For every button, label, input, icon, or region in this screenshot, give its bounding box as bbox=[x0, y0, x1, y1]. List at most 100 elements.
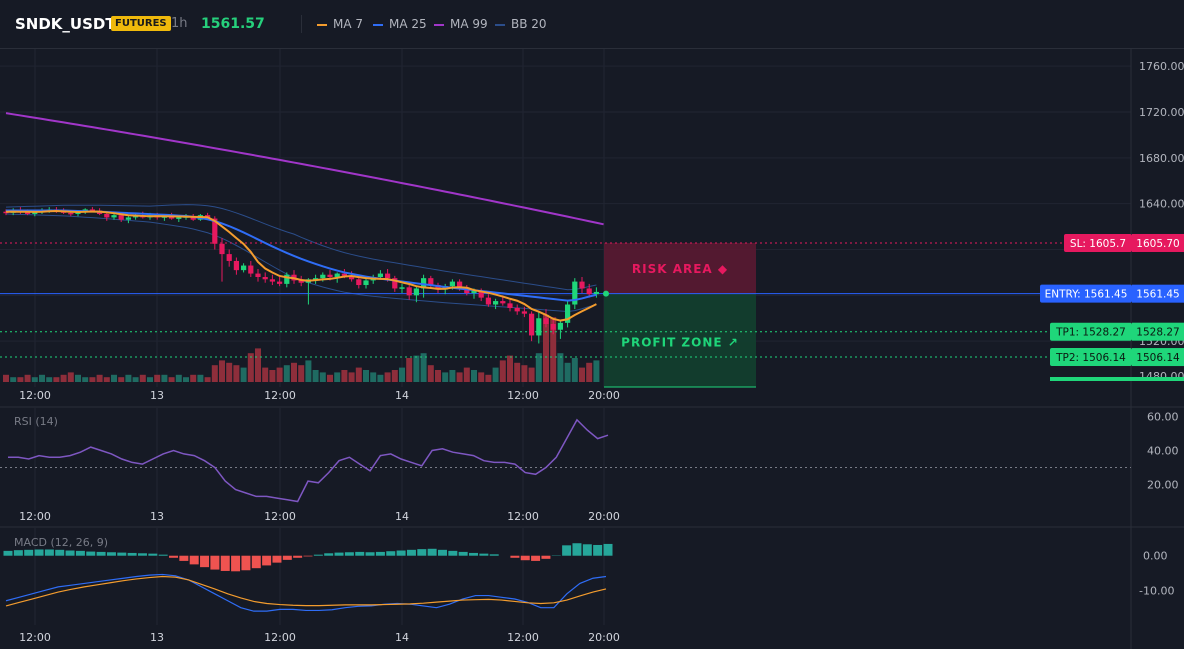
candle-body[interactable] bbox=[341, 273, 347, 276]
candle-body[interactable] bbox=[565, 304, 571, 323]
candle-body[interactable] bbox=[572, 281, 578, 305]
candle-body[interactable] bbox=[298, 280, 304, 283]
candle-body[interactable] bbox=[269, 279, 275, 282]
candle-body[interactable] bbox=[248, 265, 254, 274]
candle-body[interactable] bbox=[104, 213, 110, 218]
candle-body[interactable] bbox=[493, 301, 499, 305]
macd-title: MACD (12, 26, 9) bbox=[14, 536, 108, 549]
candle-body[interactable] bbox=[3, 211, 9, 214]
candle-body[interactable] bbox=[392, 278, 398, 289]
candle-body[interactable] bbox=[471, 290, 477, 294]
candle-body[interactable] bbox=[25, 211, 31, 214]
symbol-name[interactable]: SNDK_USDT bbox=[15, 15, 116, 33]
candle-body[interactable] bbox=[485, 297, 491, 305]
candle-body[interactable] bbox=[478, 290, 484, 298]
candle-body[interactable] bbox=[212, 218, 218, 244]
level-tag-3[interactable] bbox=[1050, 348, 1132, 367]
candle-body[interactable] bbox=[536, 318, 542, 336]
candle-body[interactable] bbox=[125, 217, 131, 220]
candle-body[interactable] bbox=[435, 285, 441, 290]
level-tag-2[interactable] bbox=[1050, 322, 1132, 341]
candle-body[interactable] bbox=[89, 209, 95, 211]
macd-histogram-bar bbox=[593, 544, 603, 556]
candle-body[interactable] bbox=[111, 215, 117, 218]
level-tag-1[interactable] bbox=[1040, 284, 1132, 303]
candle-body[interactable] bbox=[457, 281, 463, 288]
candle-body[interactable] bbox=[543, 318, 549, 324]
volume-bar bbox=[406, 358, 413, 382]
candle-body[interactable] bbox=[500, 301, 506, 304]
macd-histogram-bar bbox=[44, 549, 54, 556]
candle-body[interactable] bbox=[219, 243, 225, 255]
candle-body[interactable] bbox=[586, 288, 592, 295]
candle-body[interactable] bbox=[255, 273, 261, 278]
macd-histogram-bar bbox=[396, 550, 406, 556]
candle-body[interactable] bbox=[241, 265, 247, 271]
candle-body[interactable] bbox=[557, 322, 563, 330]
candle-body[interactable] bbox=[327, 274, 333, 278]
candle-body[interactable] bbox=[593, 291, 599, 295]
macd-histogram-bar bbox=[386, 551, 396, 556]
candle-body[interactable] bbox=[521, 311, 527, 314]
candle-body[interactable] bbox=[277, 281, 283, 284]
candle-body[interactable] bbox=[169, 216, 175, 219]
candle-body[interactable] bbox=[190, 216, 196, 220]
macd-histogram-bar bbox=[375, 551, 385, 556]
macd-histogram-bar bbox=[313, 554, 323, 556]
candle-body[interactable] bbox=[284, 274, 290, 284]
candle-body[interactable] bbox=[529, 313, 535, 336]
candle-body[interactable] bbox=[550, 323, 556, 330]
candle-body[interactable] bbox=[385, 273, 391, 279]
candle-body[interactable] bbox=[363, 280, 369, 286]
candle-body[interactable] bbox=[507, 303, 513, 308]
candle-body[interactable] bbox=[226, 254, 232, 261]
candle-body[interactable] bbox=[320, 274, 326, 279]
candle-body[interactable] bbox=[514, 307, 520, 312]
profit-zone[interactable] bbox=[604, 293, 756, 387]
candle-body[interactable] bbox=[413, 288, 419, 296]
risk-area-zone[interactable] bbox=[604, 242, 756, 294]
candle-body[interactable] bbox=[68, 212, 74, 215]
volume-bar bbox=[550, 317, 557, 382]
candle-body[interactable] bbox=[406, 287, 412, 296]
level-tag-0[interactable] bbox=[1064, 233, 1132, 252]
candle-body[interactable] bbox=[176, 217, 182, 219]
candle-body[interactable] bbox=[118, 215, 124, 220]
volume-bar bbox=[262, 367, 269, 382]
macd-histogram-bar bbox=[603, 543, 613, 556]
legend-ma7[interactable]: MA 7 bbox=[317, 0, 363, 48]
volume-bar bbox=[348, 372, 355, 382]
volume-bar bbox=[247, 353, 254, 382]
candle-body[interactable] bbox=[377, 273, 383, 278]
volume-bar bbox=[557, 353, 564, 382]
candle-body[interactable] bbox=[262, 277, 268, 280]
legend-bb20[interactable]: BB 20 bbox=[495, 0, 547, 48]
candle-body[interactable] bbox=[399, 287, 405, 289]
macd-histogram-bar bbox=[469, 552, 479, 556]
volume-bar bbox=[75, 374, 81, 382]
candle-body[interactable] bbox=[579, 281, 585, 289]
volume-bar bbox=[564, 362, 571, 382]
macd-histogram-bar bbox=[479, 553, 489, 556]
volume-bar bbox=[427, 365, 434, 382]
candle-body[interactable] bbox=[449, 281, 455, 287]
candle-body[interactable] bbox=[349, 275, 355, 280]
interval-selector[interactable]: 1h bbox=[171, 16, 188, 31]
legend-ma7-label: MA 7 bbox=[333, 17, 364, 31]
ma7-line bbox=[5, 210, 597, 322]
legend-ma99[interactable]: MA 99 bbox=[434, 0, 488, 48]
legend-ma25[interactable]: MA 25 bbox=[373, 0, 427, 48]
candle-body[interactable] bbox=[356, 279, 362, 286]
volume-bar bbox=[31, 377, 38, 382]
volume-bar bbox=[204, 377, 211, 382]
volume-bar bbox=[197, 374, 204, 382]
legend-ma99-label: MA 99 bbox=[450, 17, 488, 31]
candle-body[interactable] bbox=[428, 278, 434, 286]
candle-body[interactable] bbox=[313, 278, 319, 280]
candle-body[interactable] bbox=[233, 260, 239, 271]
level-value-label: 1506.14 bbox=[1136, 352, 1180, 364]
candle-body[interactable] bbox=[334, 273, 340, 278]
macd-histogram-bar bbox=[127, 552, 137, 556]
volume-bar bbox=[226, 362, 233, 382]
